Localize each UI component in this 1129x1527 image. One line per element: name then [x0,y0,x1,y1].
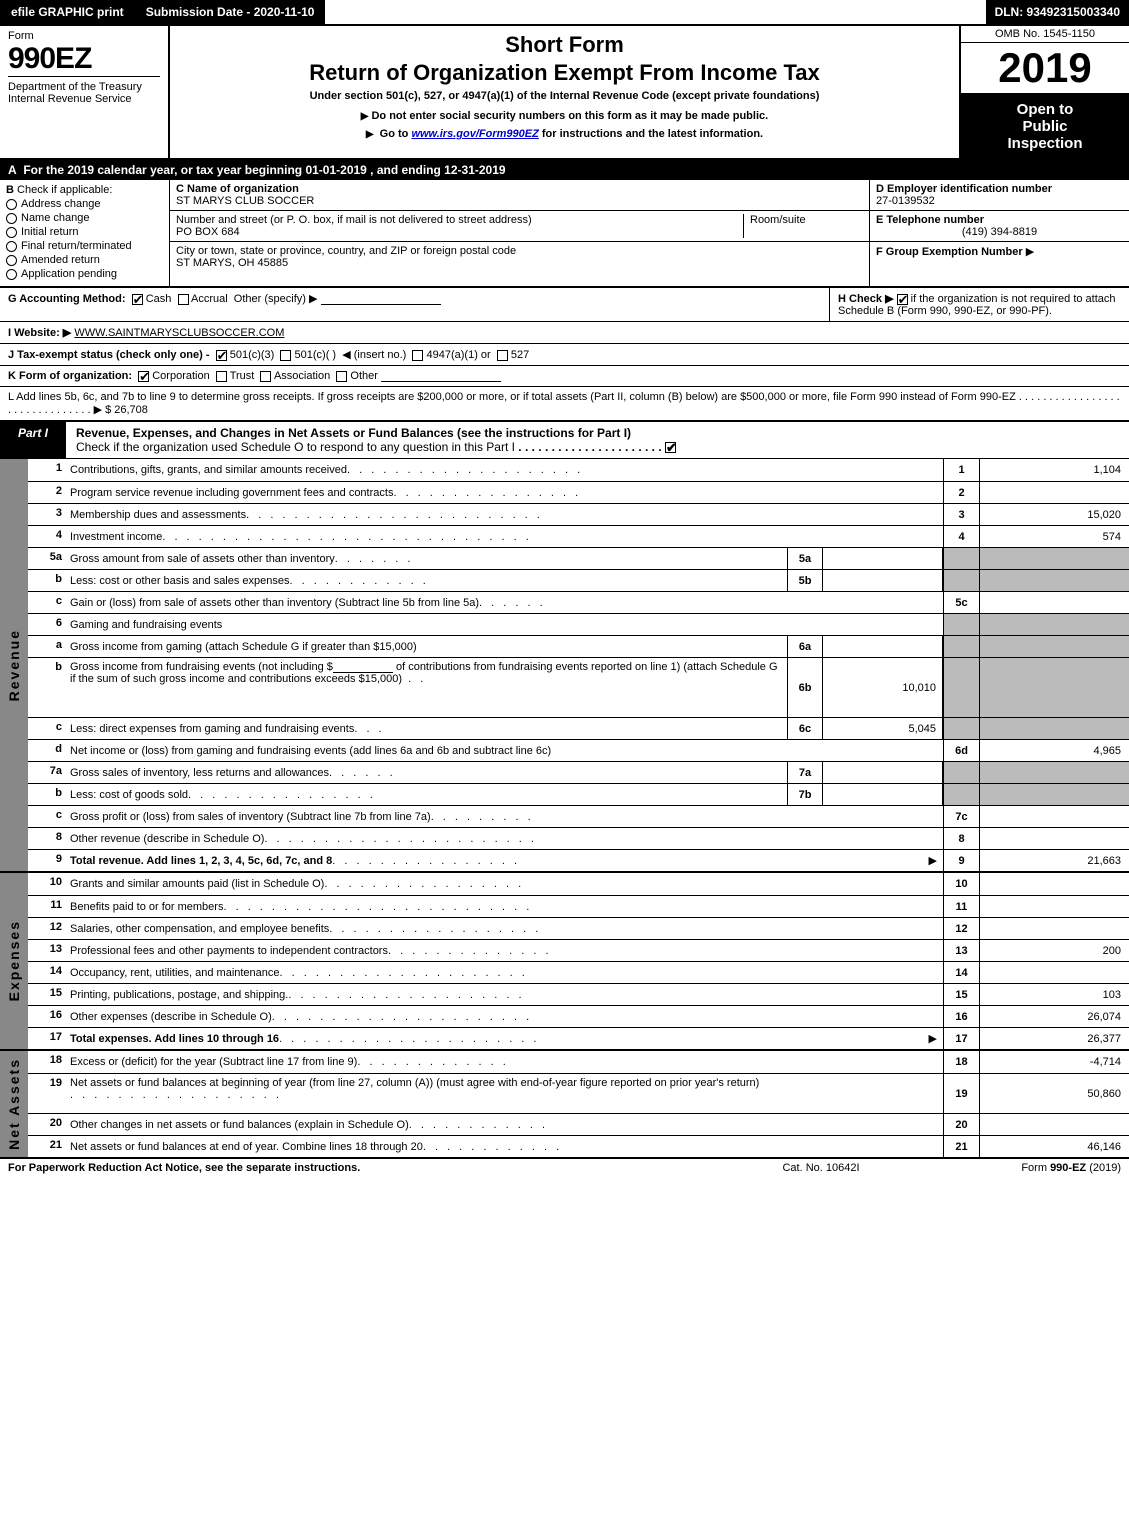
checkbox-schedule-o[interactable] [665,442,676,453]
checkbox-initial-return[interactable] [6,227,17,238]
tax-year: 2019 [961,43,1129,95]
checkbox-cash[interactable] [132,294,143,305]
line-2-value [979,482,1129,503]
form-number: 990EZ [8,42,160,76]
short-form-title: Short Form [180,32,949,58]
expenses-section: Expenses 10Grants and similar amounts pa… [0,871,1129,1049]
line-7b-value [823,784,943,805]
section-d: D Employer identification number 27-0139… [870,180,1129,211]
checkbox-schedule-b[interactable] [897,294,908,305]
submission-date-badge: Submission Date - 2020-11-10 [135,0,326,24]
line-6c-value: 5,045 [823,718,943,739]
line-12-value [979,918,1129,939]
line-18-value: -4,714 [979,1051,1129,1073]
section-g-h: G Accounting Method: Cash Accrual Other … [0,288,1129,322]
line-6d-value: 4,965 [979,740,1129,761]
paperwork-notice: For Paperwork Reduction Act Notice, see … [8,1162,721,1174]
line-3-value: 15,020 [979,504,1129,525]
checkbox-corporation[interactable] [138,371,149,382]
section-i: I Website: ▶ WWW.SAINTMARYSCLUBSOCCER.CO… [0,322,1129,344]
checkbox-application-pending[interactable] [6,269,17,280]
form-version: Form 990-EZ (2019) [921,1162,1121,1174]
line-15-value: 103 [979,984,1129,1005]
section-b: B Check if applicable: Address change Na… [0,180,170,286]
org-name-row: C Name of organization ST MARYS CLUB SOC… [170,180,869,211]
irs-link[interactable]: www.irs.gov/Form990EZ [411,128,538,140]
room-suite: Room/suite [743,214,863,238]
line-8-value [979,828,1129,849]
efile-print-button[interactable]: efile GRAPHIC print [0,0,135,24]
expenses-side-label: Expenses [0,873,28,1049]
line-4-value: 574 [979,526,1129,547]
form-header: Form 990EZ Department of the Treasury In… [0,26,1129,160]
section-e: E Telephone number (419) 394-8819 [870,211,1129,242]
dln-badge: DLN: 93492315003340 [986,0,1129,24]
line-21-value: 46,146 [979,1136,1129,1157]
checkbox-4947[interactable] [412,350,423,361]
subtitle: Under section 501(c), 527, or 4947(a)(1)… [180,90,949,102]
goto-link-line: Go to www.irs.gov/Form990EZ for instruct… [180,128,949,140]
ein-value: 27-0139532 [876,195,1123,207]
checkbox-trust[interactable] [216,371,227,382]
checkbox-association[interactable] [260,371,271,382]
net-assets-side-label: Net Assets [0,1051,28,1157]
org-info-grid: B Check if applicable: Address change Na… [0,180,1129,288]
part-1-header: Part I Revenue, Expenses, and Changes in… [0,422,1129,458]
section-k: K Form of organization: Corporation Trus… [0,366,1129,387]
gross-receipts: ▶ $ 26,708 [94,404,148,416]
part-1-tab: Part I [0,422,66,458]
page-footer: For Paperwork Reduction Act Notice, see … [0,1157,1129,1177]
line-5a-value [823,548,943,569]
checkbox-address-change[interactable] [6,199,17,210]
website-value: WWW.SAINTMARYSCLUBSOCCER.COM [74,327,284,339]
line-17-value: 26,377 [979,1028,1129,1049]
revenue-side-label: Revenue [0,459,28,871]
line-11-value [979,896,1129,917]
checkbox-name-change[interactable] [6,213,17,224]
line-6a-value [823,636,943,657]
org-address-row: Number and street (or P. O. box, if mail… [170,211,869,242]
line-6b-value: 10,010 [823,658,943,717]
ssn-warning: Do not enter social security numbers on … [180,110,949,122]
checkbox-527[interactable] [497,350,508,361]
line-5b-value [823,570,943,591]
revenue-section: Revenue 1Contributions, gifts, grants, a… [0,458,1129,871]
org-city: ST MARYS, OH 45885 [176,257,516,269]
omb-number: OMB No. 1545-1150 [961,26,1129,43]
open-to-public: Open to Public Inspection [961,95,1129,158]
checkbox-501c[interactable] [280,350,291,361]
line-5c-value [979,592,1129,613]
line-1-value: 1,104 [979,459,1129,481]
line-7a-value [823,762,943,783]
checkbox-501c3[interactable] [216,350,227,361]
dept-treasury: Department of the Treasury Internal Reve… [8,76,160,105]
section-f: F Group Exemption Number ▶ [870,242,1129,286]
cat-number: Cat. No. 10642I [721,1162,921,1174]
main-title: Return of Organization Exempt From Incom… [180,60,949,86]
checkbox-final-return[interactable] [6,241,17,252]
line-10-value [979,873,1129,895]
line-20-value [979,1114,1129,1135]
checkbox-accrual[interactable] [178,294,189,305]
net-assets-section: Net Assets 18Excess or (deficit) for the… [0,1049,1129,1157]
tax-period: A For the 2019 calendar year, or tax yea… [0,160,1129,180]
line-9-value: 21,663 [979,850,1129,871]
phone-value: (419) 394-8819 [876,226,1123,238]
org-address: PO BOX 684 [176,226,743,238]
form-word: Form [8,30,160,42]
top-bar: efile GRAPHIC print Submission Date - 20… [0,0,1129,26]
checkbox-other-org[interactable] [336,371,347,382]
org-name: ST MARYS CLUB SOCCER [176,195,314,207]
line-7c-value [979,806,1129,827]
line-19-value: 50,860 [979,1074,1129,1113]
org-city-row: City or town, state or province, country… [170,242,869,272]
line-16-value: 26,074 [979,1006,1129,1027]
line-14-value [979,962,1129,983]
section-l: L Add lines 5b, 6c, and 7b to line 9 to … [0,387,1129,422]
section-j: J Tax-exempt status (check only one) - 5… [0,344,1129,366]
checkbox-amended-return[interactable] [6,255,17,266]
line-13-value: 200 [979,940,1129,961]
